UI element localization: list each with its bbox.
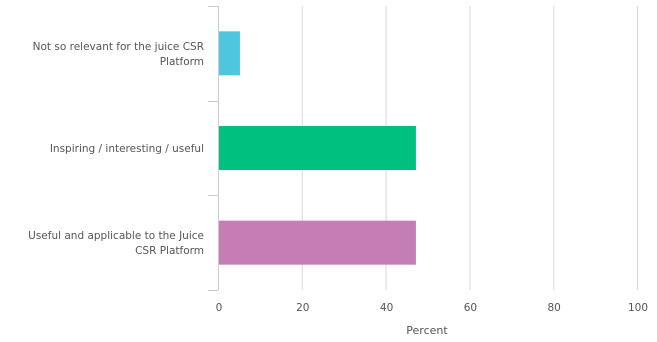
category-axis	[208, 6, 219, 291]
category-labels: Not so relevant for the juice CSR Platfor…	[28, 41, 204, 257]
category-label-line: Not so relevant for the juice CSR	[33, 41, 204, 53]
category-label-line: Inspiring / interesting / useful	[50, 143, 204, 155]
category-label-2: Inspiring / interesting / useful	[50, 143, 204, 155]
category-label-line: Platform	[160, 56, 204, 68]
x-tick-label-20: 20	[296, 302, 309, 314]
category-label-1: Not so relevant for the juice CSR Platfor…	[33, 41, 204, 68]
x-tick-label-80: 80	[548, 302, 561, 314]
bar-1	[219, 31, 240, 76]
x-tick-label-40: 40	[380, 302, 393, 314]
category-label-line: Useful and applicable to the Juice	[28, 230, 204, 242]
x-tick-label-100: 100	[628, 302, 648, 314]
bar-3	[219, 220, 416, 265]
x-tick-label-60: 60	[464, 302, 477, 314]
value-axis-tick-labels: 0 20 40 60 80 100	[216, 302, 648, 314]
bar-2	[219, 126, 416, 170]
category-label-line: CSR Platform	[135, 245, 204, 257]
x-axis-title: Percent	[406, 324, 448, 337]
x-tick-label-0: 0	[216, 302, 223, 314]
category-label-3: Useful and applicable to the Juice CSR Pl…	[28, 230, 204, 257]
bars	[219, 31, 416, 265]
